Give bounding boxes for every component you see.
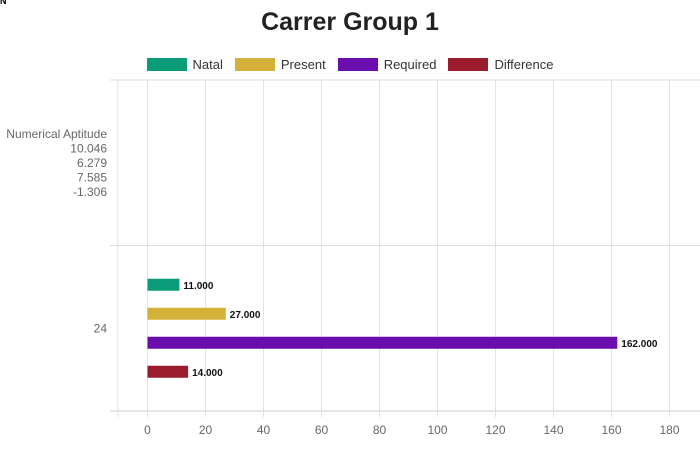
x-tick-label: 160 (601, 423, 621, 437)
legend-label: Difference (494, 57, 554, 72)
legend: Natal Present Required Difference (0, 57, 700, 72)
data-label: 14.000 (192, 368, 223, 379)
x-tick-label: 40 (257, 423, 271, 437)
data-label: 11.000 (183, 281, 213, 292)
chart-title: Carrer Group 1 (261, 8, 439, 36)
category-label: -1.306 (73, 185, 107, 199)
corner-mark: N (0, 0, 7, 6)
x-tick-label: 180 (659, 423, 679, 437)
data-label: 27.000 (230, 310, 261, 321)
bar (147, 365, 189, 378)
x-tick-label: 0 (144, 423, 151, 437)
category-label: 24 (94, 321, 108, 335)
x-tick-label: 120 (485, 423, 505, 437)
legend-label: Required (383, 57, 437, 72)
x-tick-label: 140 (543, 423, 563, 437)
legend-swatch (234, 58, 275, 71)
category-label: Numerical Aptitude (6, 127, 107, 141)
x-tick-label: 60 (315, 423, 329, 437)
x-tick-label: 100 (427, 423, 447, 437)
category-label: 6.279 (77, 156, 107, 170)
x-tick-label: 80 (373, 423, 387, 437)
legend-item-natal[interactable]: Natal (146, 57, 223, 72)
legend-swatch (337, 58, 378, 71)
bar (147, 278, 180, 291)
legend-label: Present (280, 57, 326, 72)
bar (147, 307, 226, 320)
legend-swatch (146, 58, 187, 71)
category-label: 10.046 (70, 141, 107, 155)
legend-item-present[interactable]: Present (234, 57, 326, 72)
legend-label: Natal (192, 57, 223, 72)
data-label: 162.000 (621, 339, 658, 350)
bar (147, 336, 618, 349)
legend-item-difference[interactable]: Difference (448, 57, 553, 72)
legend-swatch (448, 58, 489, 71)
legend-item-required[interactable]: Required (337, 57, 437, 72)
x-tick-label: 20 (199, 423, 213, 437)
category-label: 7.585 (77, 170, 107, 184)
